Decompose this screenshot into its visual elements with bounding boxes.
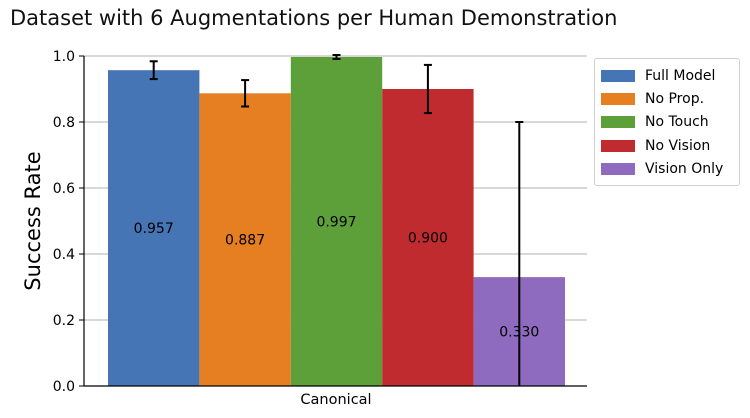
y-tick-label: 0.2 xyxy=(53,313,75,329)
chart-title: Dataset with 6 Augmentations per Human D… xyxy=(10,6,618,30)
legend-item-full-model: Full Model xyxy=(601,64,733,87)
legend-label: No Prop. xyxy=(645,91,705,108)
legend: Full Model No Prop. No Touch No Vision Visio… xyxy=(594,58,740,186)
x-tick-label: Canonical xyxy=(300,392,371,408)
value-label-no-touch: 0.997 xyxy=(316,214,356,230)
value-label-no-vision: 0.900 xyxy=(408,231,448,247)
legend-label: No Touch xyxy=(645,114,709,131)
legend-swatch xyxy=(601,139,635,152)
y-tick-label: 0.8 xyxy=(53,115,75,131)
y-tick-label: 0.0 xyxy=(53,379,75,395)
legend-item-no-prop: No Prop. xyxy=(601,87,733,110)
bars xyxy=(108,56,565,387)
value-label-full-model: 0.957 xyxy=(134,221,174,237)
legend-swatch xyxy=(601,93,635,106)
legend-swatch xyxy=(601,116,635,129)
legend-swatch xyxy=(601,163,635,176)
y-ticks: 0.0 0.2 0.4 0.6 0.8 1.0 xyxy=(53,49,84,395)
legend-item-vision-only: Vision Only xyxy=(601,158,733,181)
legend-label: No Vision xyxy=(645,137,711,154)
bar-no-touch xyxy=(290,56,383,387)
bar-full-model xyxy=(108,70,200,386)
y-tick-label: 0.6 xyxy=(53,181,75,197)
legend-swatch xyxy=(601,69,635,82)
axes xyxy=(83,56,587,387)
legend-label: Full Model xyxy=(645,67,716,84)
bar-value-labels: 0.957 0.887 0.997 0.900 0.330 xyxy=(134,214,540,340)
error-bars xyxy=(149,54,524,386)
legend-item-no-touch: No Touch xyxy=(601,111,733,134)
legend-item-no-vision: No Vision xyxy=(601,134,733,157)
y-axis-label: Success Rate xyxy=(21,151,45,290)
bar-no-vision xyxy=(382,89,474,386)
bar-no-prop xyxy=(199,93,291,386)
value-label-vision-only: 0.330 xyxy=(499,325,539,341)
legend-label: Vision Only xyxy=(645,161,724,178)
y-tick-label: 0.4 xyxy=(53,247,75,263)
value-label-no-prop: 0.887 xyxy=(225,233,265,249)
y-tick-label: 1.0 xyxy=(53,49,75,65)
